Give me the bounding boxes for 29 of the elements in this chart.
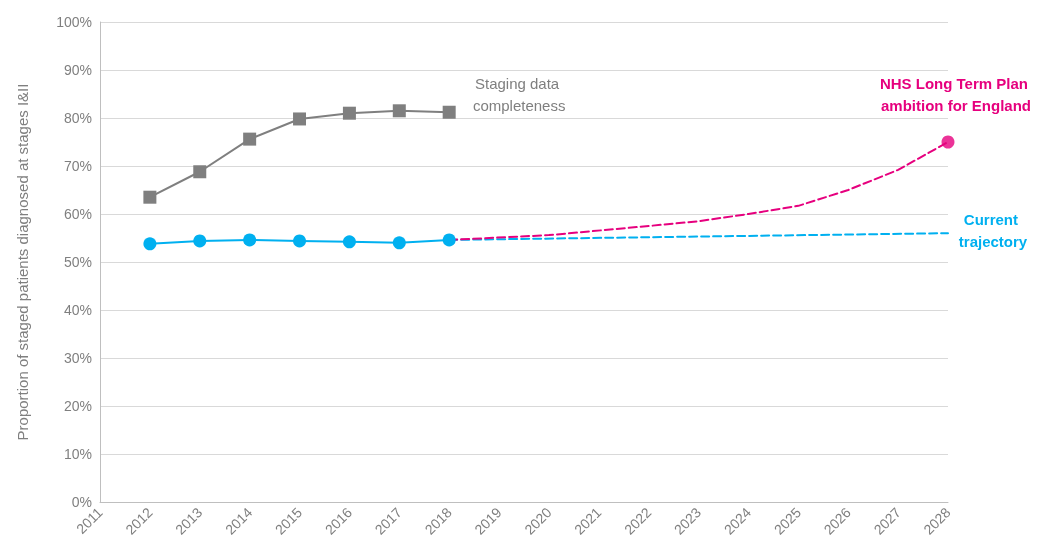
point bbox=[193, 165, 207, 179]
series-label: Staging data completeness bbox=[472, 74, 566, 114]
point bbox=[293, 234, 307, 248]
point bbox=[143, 237, 157, 251]
point bbox=[442, 233, 456, 247]
y-axis-title: Proportion of staged patients diagnosed at stages I&II bbox=[14, 83, 31, 441]
y-tick-label: 70% bbox=[63, 158, 92, 174]
y-tick-label: 50% bbox=[63, 254, 92, 270]
series-label: Current trajectory bbox=[958, 210, 1028, 250]
point bbox=[342, 235, 356, 249]
y-tick-label: 0% bbox=[71, 494, 92, 510]
y-tick-label: 90% bbox=[63, 62, 92, 78]
y-tick-label: 30% bbox=[63, 350, 92, 366]
text: NHS Long Term Plan ambition for England bbox=[879, 74, 1033, 114]
point bbox=[243, 233, 257, 247]
point bbox=[442, 105, 456, 119]
point bbox=[143, 190, 157, 204]
y-tick-label: 20% bbox=[63, 398, 92, 414]
y-tick-label: 100% bbox=[56, 14, 92, 30]
point bbox=[392, 104, 406, 118]
point bbox=[293, 112, 307, 126]
y-tick-label: 80% bbox=[63, 110, 92, 126]
point bbox=[342, 106, 356, 120]
point bbox=[392, 236, 406, 250]
y-tick-label: 40% bbox=[63, 302, 92, 318]
y-tick-label: 60% bbox=[63, 206, 92, 222]
point bbox=[243, 132, 257, 146]
point bbox=[193, 234, 207, 248]
y-tick-label: 10% bbox=[63, 446, 92, 462]
